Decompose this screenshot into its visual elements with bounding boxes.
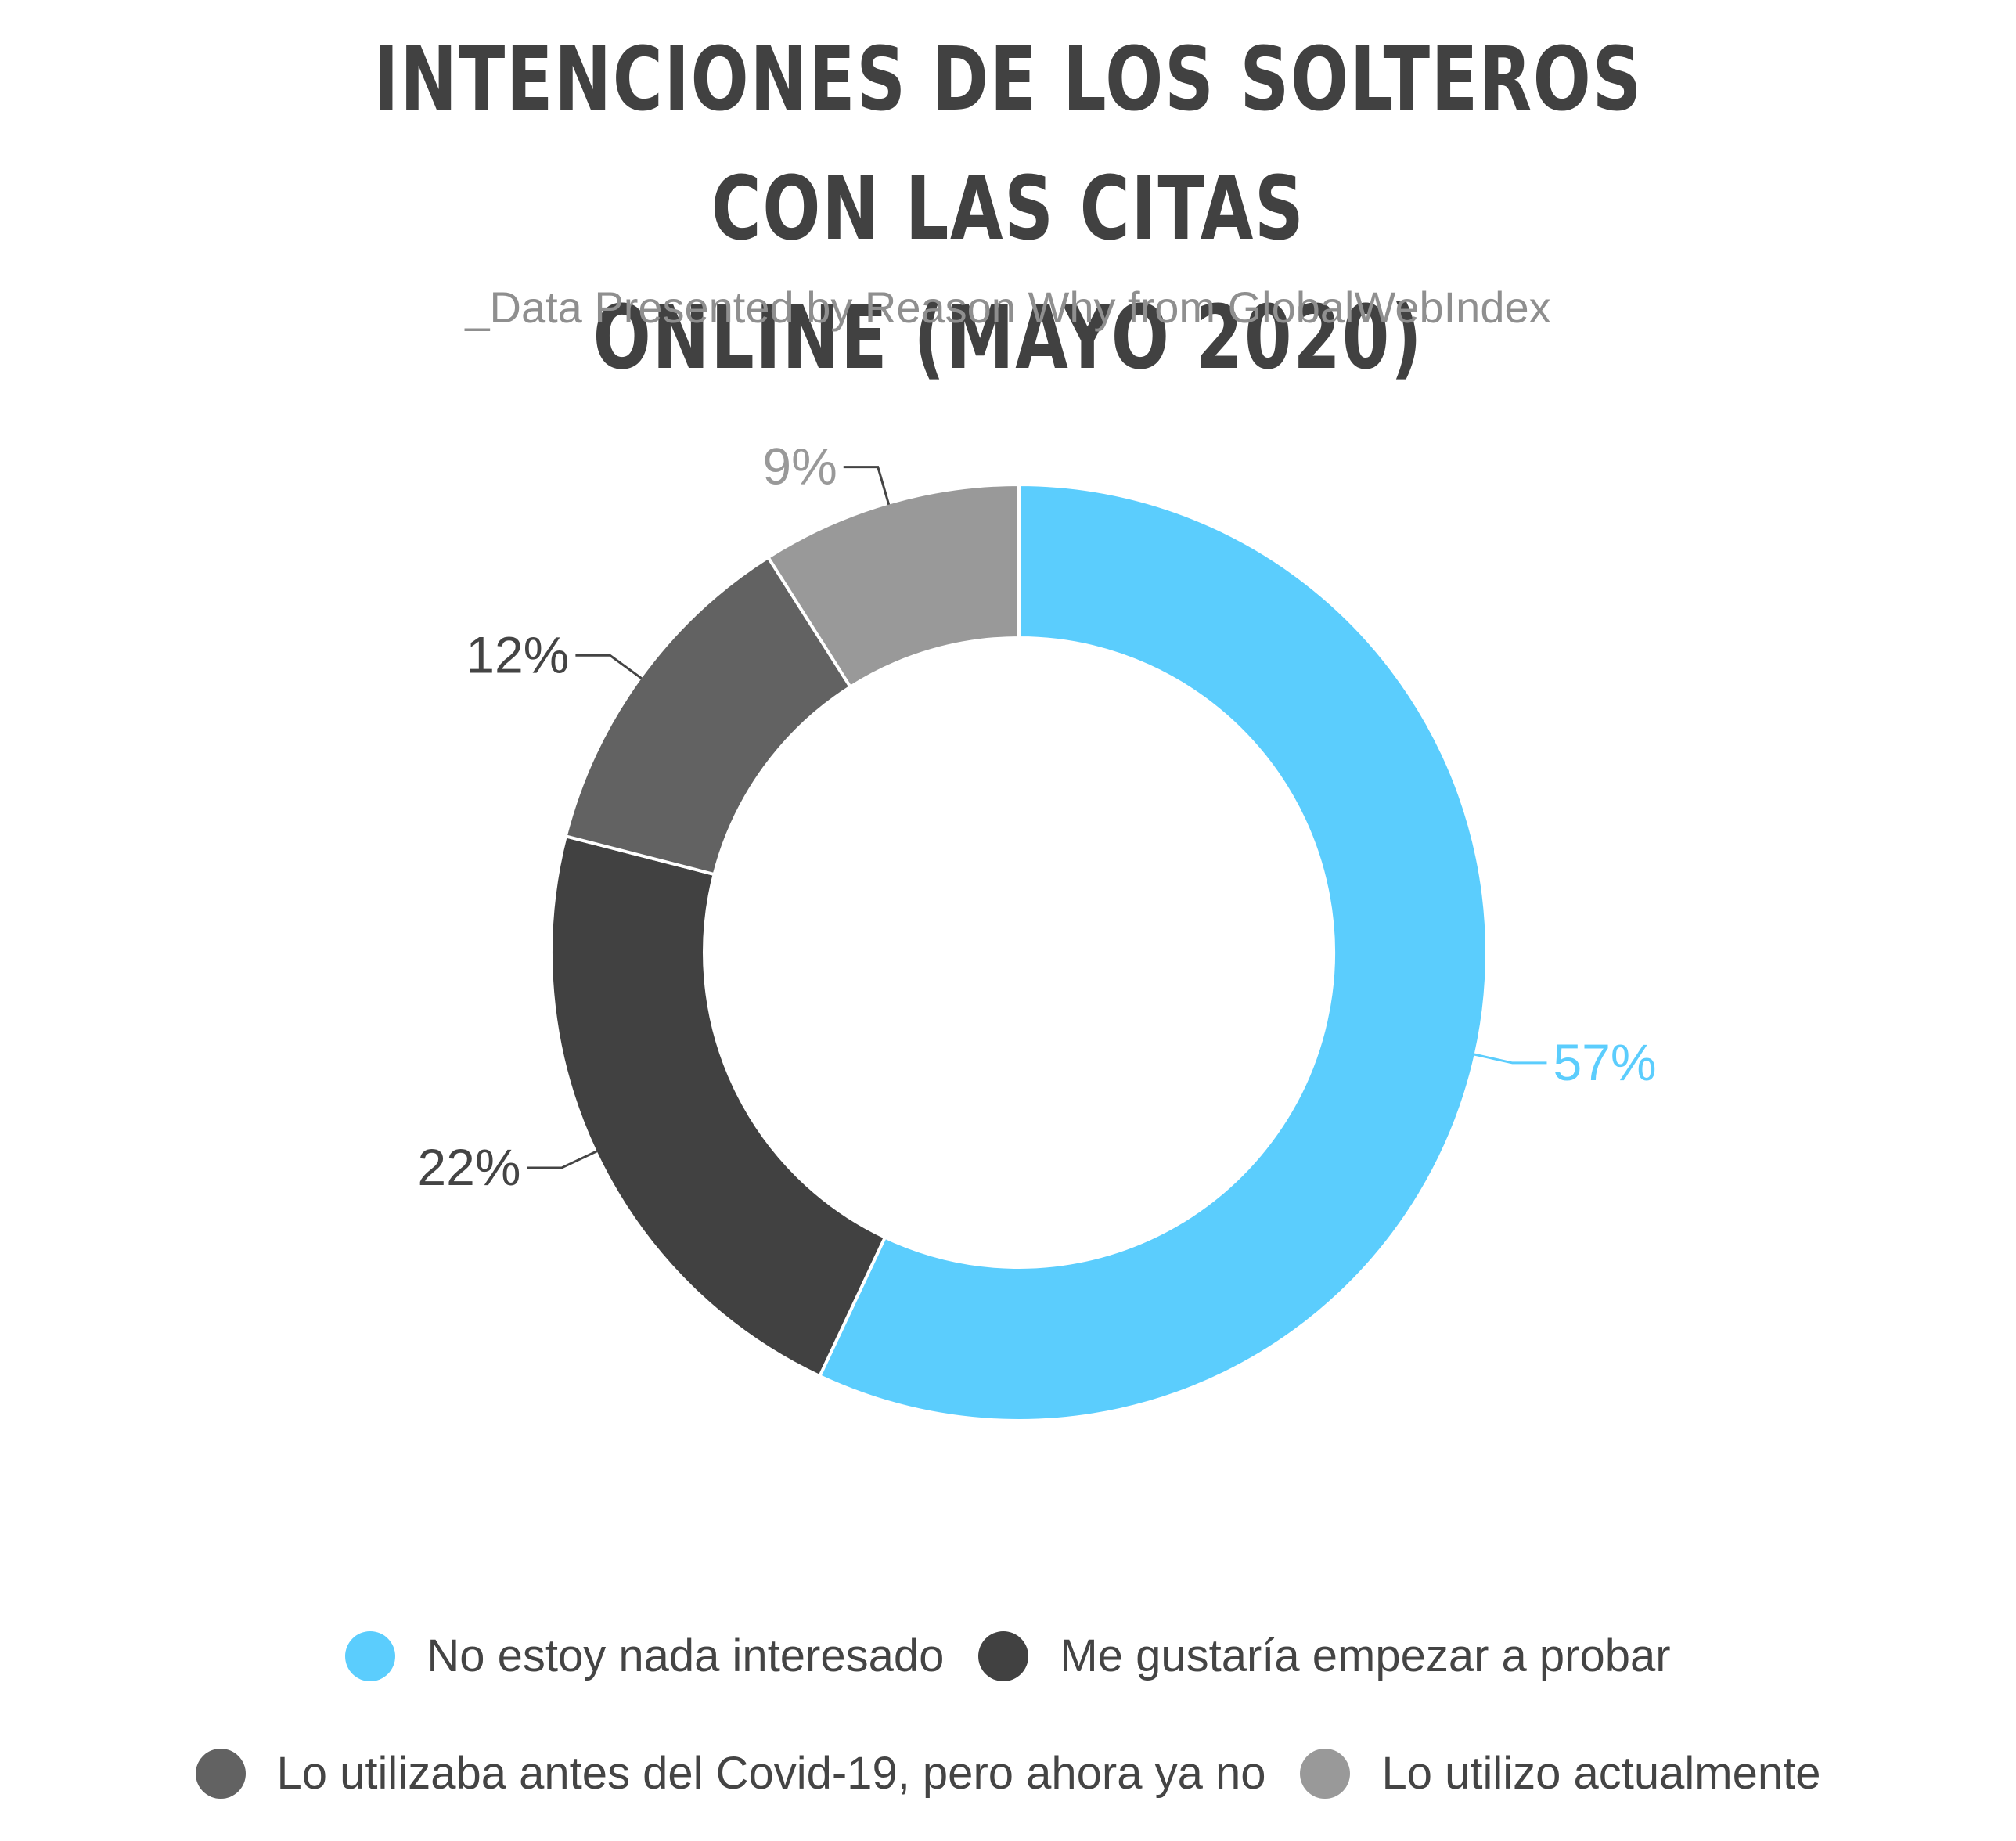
label-9: 9% xyxy=(762,438,837,495)
legend-item-antes-del-covid: Lo utilizaba antes del Covid-19, pero ah… xyxy=(195,1747,1266,1800)
legend-label: Lo utilizo actualmente xyxy=(1381,1748,1821,1799)
legend-swatch xyxy=(1300,1748,1351,1799)
leader-line xyxy=(527,1150,598,1169)
chart-subtitle: _Data Presented by Reason Why from Globa… xyxy=(465,283,1551,332)
legend-row-2: Lo utilizaba antes del Covid-19, pero ah… xyxy=(0,1747,2016,1800)
legend-row-1: No estoy nada interesado Me gustaría emp… xyxy=(0,1630,2016,1682)
donut-slices xyxy=(549,482,1489,1422)
legend-item-utilizo-actualmente: Lo utilizo actualmente xyxy=(1300,1747,1820,1800)
chart-title: INTENCIONES DE LOS SOLTEROS CON LAS CITA… xyxy=(337,16,1679,403)
legend-item-empezar-a-probar: Me gustaría empezar a probar xyxy=(978,1630,1671,1682)
chart-title-line-2: ONLINE (MAYO 2020) xyxy=(592,287,1424,389)
legend-label: Lo utilizaba antes del Covid-19, pero ah… xyxy=(276,1748,1266,1799)
label-12: 12% xyxy=(466,625,569,683)
legend-label: No estoy nada interesado xyxy=(427,1630,945,1681)
slice-no-interesado xyxy=(817,482,1489,1422)
legend-label: Me gustaría empezar a probar xyxy=(1060,1630,1671,1681)
leader-line xyxy=(575,654,643,679)
legend-item-no-interesado: No estoy nada interesado xyxy=(345,1630,944,1682)
leader-line xyxy=(843,466,891,506)
label-22: 22% xyxy=(417,1138,520,1196)
legend-swatch xyxy=(345,1630,396,1681)
legend-swatch xyxy=(978,1630,1029,1681)
leader-line xyxy=(1474,1053,1547,1065)
chart-title-line-1: INTENCIONES DE LOS SOLTEROS CON LAS CITA… xyxy=(373,29,1643,260)
legend-swatch xyxy=(195,1748,246,1799)
slice-empezar-a-probar xyxy=(549,834,887,1378)
slice-utilizo-actualmente xyxy=(765,482,1021,690)
label-57: 57% xyxy=(1553,1033,1656,1091)
donut-data-labels: 57% 22% 12% 9% xyxy=(417,438,1656,1196)
